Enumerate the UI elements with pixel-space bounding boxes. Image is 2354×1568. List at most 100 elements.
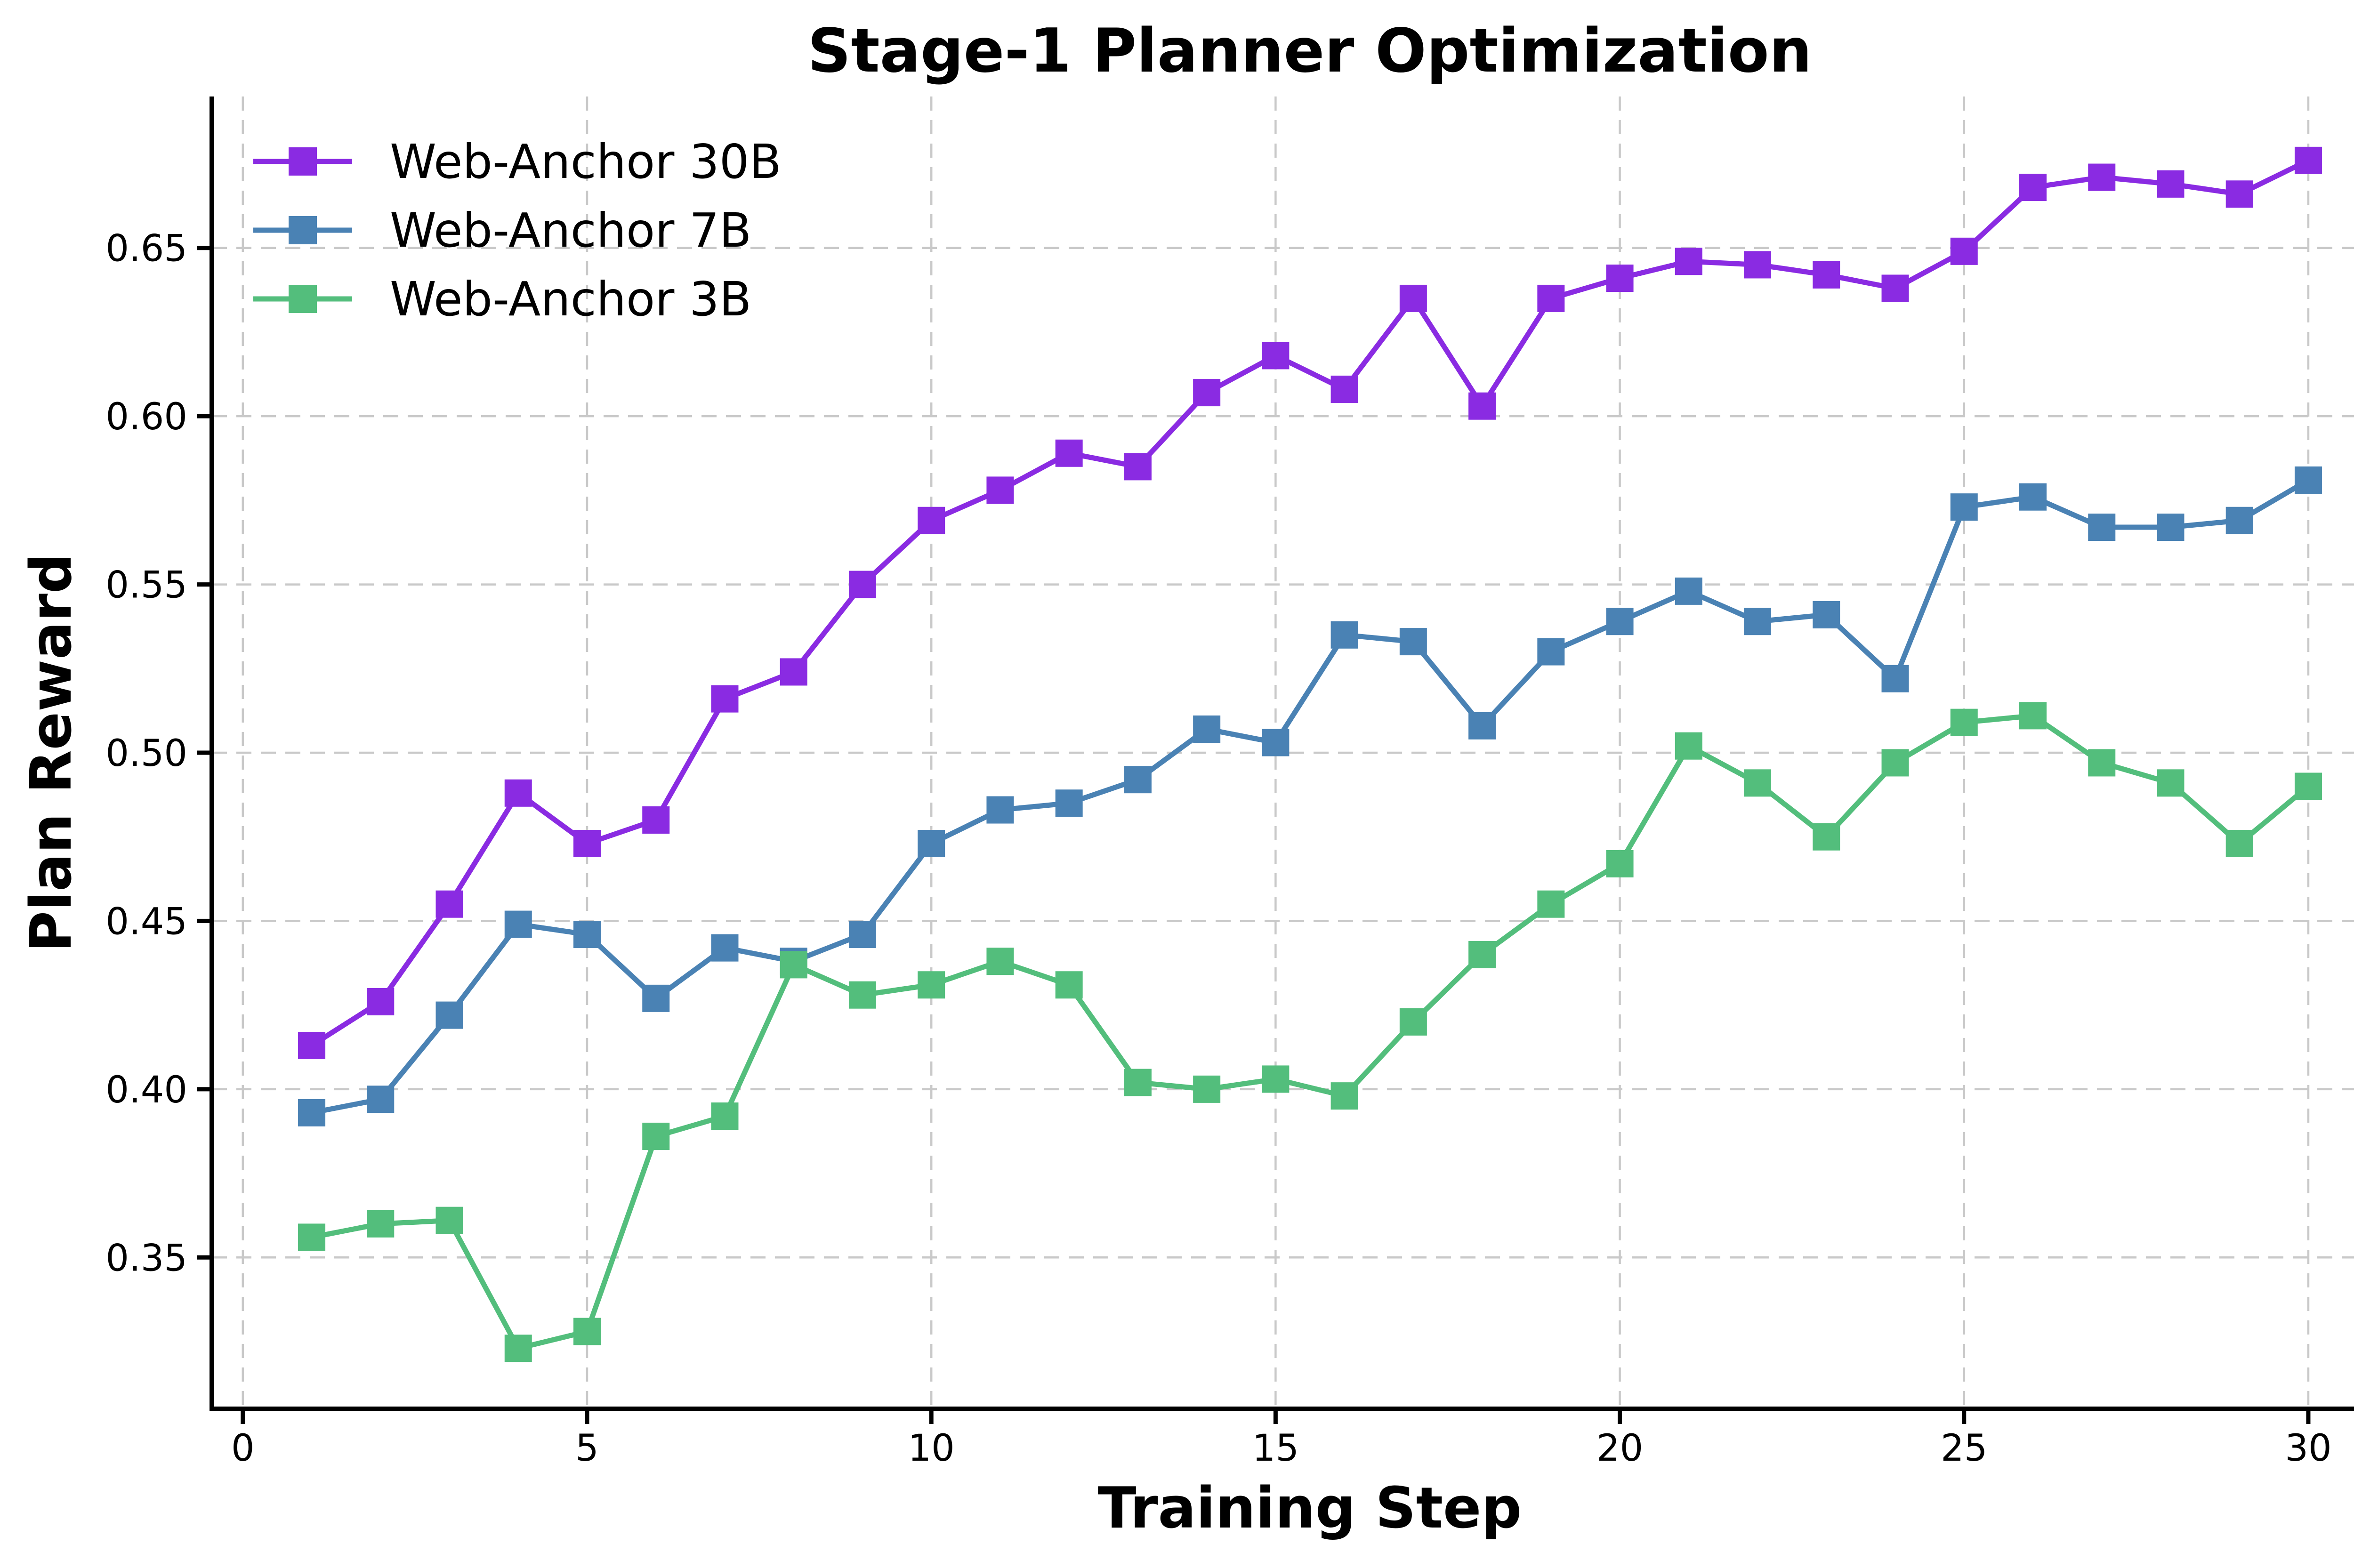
data-point-marker-web-anchor-3b-step-27 <box>2088 749 2116 777</box>
data-point-marker-web-anchor-3b-step-25 <box>1950 708 1978 736</box>
data-point-marker-web-anchor-3b-step-21 <box>1675 732 1702 760</box>
grid-layer <box>212 96 2354 1409</box>
data-point-marker-web-anchor-30b-step-28 <box>2157 170 2185 198</box>
data-point-marker-web-anchor-7b-step-14 <box>1193 715 1221 743</box>
data-point-marker-web-anchor-7b-step-20 <box>1606 608 1634 635</box>
data-point-marker-web-anchor-7b-step-3 <box>435 1001 463 1029</box>
legend-label: Web-Anchor 7B <box>390 203 751 258</box>
data-point-marker-web-anchor-30b-step-25 <box>1950 237 1978 265</box>
x-tick-label: 20 <box>1596 1427 1643 1470</box>
data-point-marker-web-anchor-7b-step-12 <box>1055 789 1083 817</box>
legend-label: Web-Anchor 3B <box>390 272 751 327</box>
data-point-marker-web-anchor-3b-step-24 <box>1881 749 1909 777</box>
data-point-marker-web-anchor-3b-step-17 <box>1399 1008 1427 1036</box>
data-point-marker-web-anchor-3b-step-4 <box>504 1335 532 1362</box>
y-tick-label: 0.45 <box>105 901 187 943</box>
data-point-marker-web-anchor-30b-step-20 <box>1606 265 1634 292</box>
data-point-marker-web-anchor-30b-step-3 <box>435 890 463 918</box>
data-point-marker-web-anchor-7b-step-21 <box>1675 577 1702 605</box>
data-point-marker-web-anchor-30b-step-17 <box>1399 284 1427 312</box>
data-point-marker-web-anchor-30b-step-4 <box>504 779 532 807</box>
data-point-marker-web-anchor-30b-step-13 <box>1124 453 1152 481</box>
data-point-marker-web-anchor-30b-step-19 <box>1537 284 1565 312</box>
data-point-marker-web-anchor-3b-step-30 <box>2294 772 2322 800</box>
x-tick-label: 15 <box>1252 1427 1299 1470</box>
y-axis-label: Plan Reward <box>19 553 84 952</box>
series-line-web-anchor-7b <box>309 477 2311 1116</box>
data-point-marker-web-anchor-3b-step-5 <box>573 1318 601 1345</box>
data-point-marker-web-anchor-30b-step-30 <box>2294 146 2322 174</box>
data-point-marker-web-anchor-3b-step-29 <box>2225 830 2253 858</box>
data-point-marker-web-anchor-3b-step-2 <box>367 1210 395 1238</box>
x-tick-label: 5 <box>575 1427 599 1470</box>
data-point-marker-web-anchor-30b-step-22 <box>1744 251 1772 279</box>
legend-marker <box>289 285 317 313</box>
data-point-marker-web-anchor-7b-step-15 <box>1262 729 1290 756</box>
legend-item-web-anchor-7b: Web-Anchor 7B <box>253 203 751 258</box>
data-point-marker-web-anchor-7b-step-29 <box>2225 507 2253 534</box>
data-point-marker-web-anchor-3b-step-15 <box>1262 1065 1290 1093</box>
data-point-marker-web-anchor-7b-step-23 <box>1813 601 1840 628</box>
data-point-marker-web-anchor-30b-step-29 <box>2225 180 2253 208</box>
y-tick-label: 0.50 <box>105 732 187 775</box>
data-point-marker-web-anchor-30b-step-9 <box>848 571 876 598</box>
legend-label: Web-Anchor 30B <box>390 134 782 189</box>
legend-item-web-anchor-30b: Web-Anchor 30B <box>253 134 782 189</box>
data-point-marker-web-anchor-30b-step-12 <box>1055 439 1083 467</box>
data-point-marker-web-anchor-30b-step-1 <box>298 1031 326 1059</box>
data-point-marker-web-anchor-7b-step-30 <box>2294 466 2322 494</box>
data-point-marker-web-anchor-30b-step-2 <box>367 988 395 1016</box>
y-tick-label: 0.65 <box>105 228 187 270</box>
series-layer <box>298 146 2322 1362</box>
x-tick-label: 0 <box>231 1427 255 1470</box>
data-point-marker-web-anchor-30b-step-27 <box>2088 163 2116 191</box>
legend: Web-Anchor 30B Web-Anchor 7B Web-Anchor 3B <box>253 134 782 327</box>
data-point-marker-web-anchor-7b-step-4 <box>504 910 532 938</box>
data-point-marker-web-anchor-30b-step-8 <box>780 658 807 686</box>
data-point-marker-web-anchor-30b-step-11 <box>986 476 1014 504</box>
axes-layer: 0 5 10 15 20 25 30 0.35 0.40 0.45 0.50 0.55 0.60 0.65 <box>105 96 2354 1470</box>
data-point-marker-web-anchor-3b-step-23 <box>1813 823 1840 851</box>
data-point-marker-web-anchor-7b-step-1 <box>298 1099 326 1126</box>
data-point-marker-web-anchor-7b-step-19 <box>1537 638 1565 666</box>
data-point-marker-web-anchor-7b-step-18 <box>1468 712 1496 740</box>
legend-item-web-anchor-3b: Web-Anchor 3B <box>253 272 751 327</box>
data-point-marker-web-anchor-7b-step-16 <box>1330 621 1358 649</box>
data-point-marker-web-anchor-30b-step-5 <box>573 830 601 858</box>
data-point-marker-web-anchor-30b-step-18 <box>1468 392 1496 420</box>
data-point-marker-web-anchor-3b-step-1 <box>298 1223 326 1251</box>
data-point-marker-web-anchor-3b-step-28 <box>2157 769 2185 797</box>
data-point-marker-web-anchor-30b-step-7 <box>711 685 739 713</box>
legend-marker <box>289 216 317 244</box>
data-point-marker-web-anchor-3b-step-8 <box>780 951 807 979</box>
x-tick-label: 30 <box>2285 1427 2331 1470</box>
data-point-marker-web-anchor-30b-step-10 <box>918 507 945 534</box>
data-point-marker-web-anchor-30b-step-24 <box>1881 274 1909 302</box>
data-point-marker-web-anchor-7b-step-7 <box>711 934 739 962</box>
data-point-marker-web-anchor-7b-step-2 <box>367 1086 395 1113</box>
data-point-marker-web-anchor-3b-step-20 <box>1606 850 1634 877</box>
data-point-marker-web-anchor-3b-step-14 <box>1193 1075 1221 1103</box>
x-tick-label: 10 <box>908 1427 955 1470</box>
data-point-marker-web-anchor-3b-step-3 <box>435 1206 463 1234</box>
data-point-marker-web-anchor-7b-step-10 <box>918 830 945 858</box>
chart-title: Stage-1 Planner Optimization <box>807 16 1812 86</box>
data-point-marker-web-anchor-7b-step-11 <box>986 796 1014 824</box>
data-point-marker-web-anchor-7b-step-27 <box>2088 514 2116 541</box>
legend-marker <box>289 147 317 176</box>
x-axis-label: Training Step <box>1098 1476 1522 1541</box>
data-point-marker-web-anchor-30b-step-14 <box>1193 379 1221 407</box>
data-point-marker-web-anchor-30b-step-26 <box>2019 174 2047 201</box>
data-point-marker-web-anchor-3b-step-11 <box>986 948 1014 975</box>
data-point-marker-web-anchor-30b-step-6 <box>642 806 670 834</box>
x-tick-label: 25 <box>1941 1427 1987 1470</box>
data-point-marker-web-anchor-3b-step-16 <box>1330 1082 1358 1110</box>
data-point-marker-web-anchor-30b-step-15 <box>1262 342 1290 370</box>
data-point-marker-web-anchor-7b-step-17 <box>1399 628 1427 656</box>
data-point-marker-web-anchor-30b-step-16 <box>1330 375 1358 403</box>
data-point-marker-web-anchor-7b-step-6 <box>642 984 670 1012</box>
data-point-marker-web-anchor-30b-step-23 <box>1813 261 1840 289</box>
data-point-marker-web-anchor-7b-step-22 <box>1744 608 1772 635</box>
